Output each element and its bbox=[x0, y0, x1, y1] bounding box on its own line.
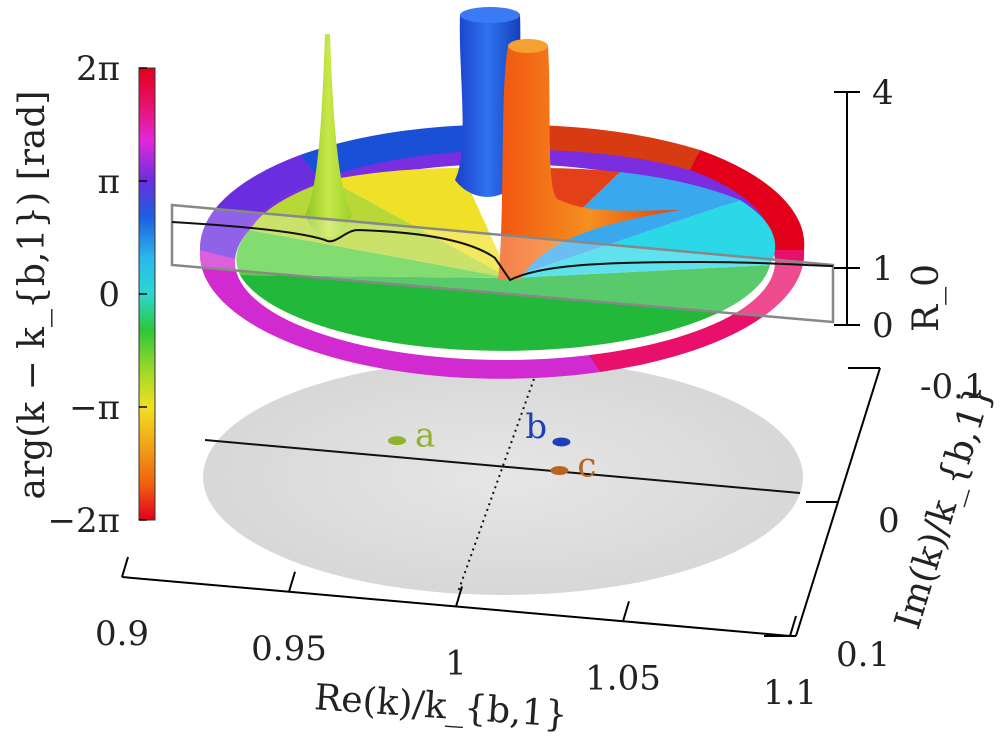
orange-peak-top bbox=[508, 39, 548, 53]
markers: a bc bbox=[388, 407, 596, 486]
marker-c bbox=[550, 466, 569, 476]
x-tick-mark bbox=[121, 556, 129, 578]
y-tick-label: 0.1 bbox=[836, 635, 890, 675]
colorbar-tick-label: 0 bbox=[98, 275, 120, 315]
marker-label-a: a bbox=[415, 416, 435, 456]
y-tick-label: -0.1 bbox=[920, 367, 986, 407]
z-tick-label: 0 bbox=[872, 306, 894, 346]
colorbar-tick-label: −2π bbox=[48, 501, 120, 541]
green-spike bbox=[305, 34, 352, 238]
x-tick-mark bbox=[622, 600, 630, 622]
x-tick-mark bbox=[789, 615, 797, 637]
y-tick-label: 0 bbox=[878, 501, 900, 541]
orange-peak bbox=[498, 46, 680, 280]
ring-red-right bbox=[690, 150, 805, 250]
blue-peak-top bbox=[460, 7, 520, 23]
real-axis-line bbox=[204, 439, 801, 494]
phase-surface bbox=[199, 7, 805, 379]
x-tick-label: 1 bbox=[445, 644, 467, 684]
colorbar-ticks: 2π π 0 −π −2π bbox=[48, 49, 147, 541]
ring-violet-left bbox=[199, 155, 320, 260]
x-axis-label: Re(k)/k_{b,1} bbox=[313, 677, 569, 736]
sector-yellow-bright bbox=[330, 168, 510, 278]
x-tick-label: 1.1 bbox=[763, 673, 817, 713]
x-tick-mark bbox=[455, 586, 463, 607]
sector-green-left bbox=[236, 230, 511, 278]
sector-cyan bbox=[510, 200, 776, 278]
marker-label-b: b bbox=[525, 407, 547, 447]
x-tick-label: 1.05 bbox=[585, 658, 661, 698]
cut-plane bbox=[170, 203, 835, 324]
projection-disk bbox=[203, 359, 803, 595]
cut-curve bbox=[171, 221, 834, 282]
marker-b bbox=[552, 437, 571, 447]
z-tick-label: 1 bbox=[872, 249, 894, 289]
cut-plane-frame bbox=[170, 203, 835, 324]
z-ticks: 4 1 0 bbox=[834, 73, 894, 346]
y-axis: -0.1 0 0.1 Im(k)/k_{b,1} bbox=[764, 367, 1000, 675]
colorbar-label: arg(k − k_{b,1}) [rad] bbox=[12, 91, 53, 500]
colorbar-tick-label: −π bbox=[69, 388, 120, 428]
y-axis-label: Im(k)/k_{b,1} bbox=[887, 379, 1000, 633]
z-axis-label: R_0 bbox=[906, 264, 947, 332]
x-tick-label: 0.9 bbox=[95, 614, 149, 654]
projection-plane bbox=[203, 359, 803, 595]
y-ticks: -0.1 0 0.1 bbox=[764, 367, 986, 675]
sector-sky bbox=[510, 172, 740, 278]
ring-orange-top bbox=[520, 125, 700, 170]
colorbar-tick-label: 2π bbox=[76, 49, 120, 89]
sector-green-bottom bbox=[240, 265, 770, 351]
x-ticks: 0.9 0.95 1 1.05 1.1 bbox=[95, 556, 817, 713]
x-tick-mark bbox=[288, 571, 296, 593]
marker-a bbox=[388, 436, 406, 446]
x-tick-label: 0.95 bbox=[251, 629, 327, 669]
colorbar-tick-label: π bbox=[98, 162, 120, 202]
z-axis: 4 1 0 R_0 bbox=[834, 73, 947, 346]
z-tick-label: 4 bbox=[872, 73, 894, 113]
colorbar: 2π π 0 −π −2π arg(k − k_{b,1}) [rad] bbox=[12, 49, 156, 541]
marker-label-c: c bbox=[577, 446, 596, 486]
